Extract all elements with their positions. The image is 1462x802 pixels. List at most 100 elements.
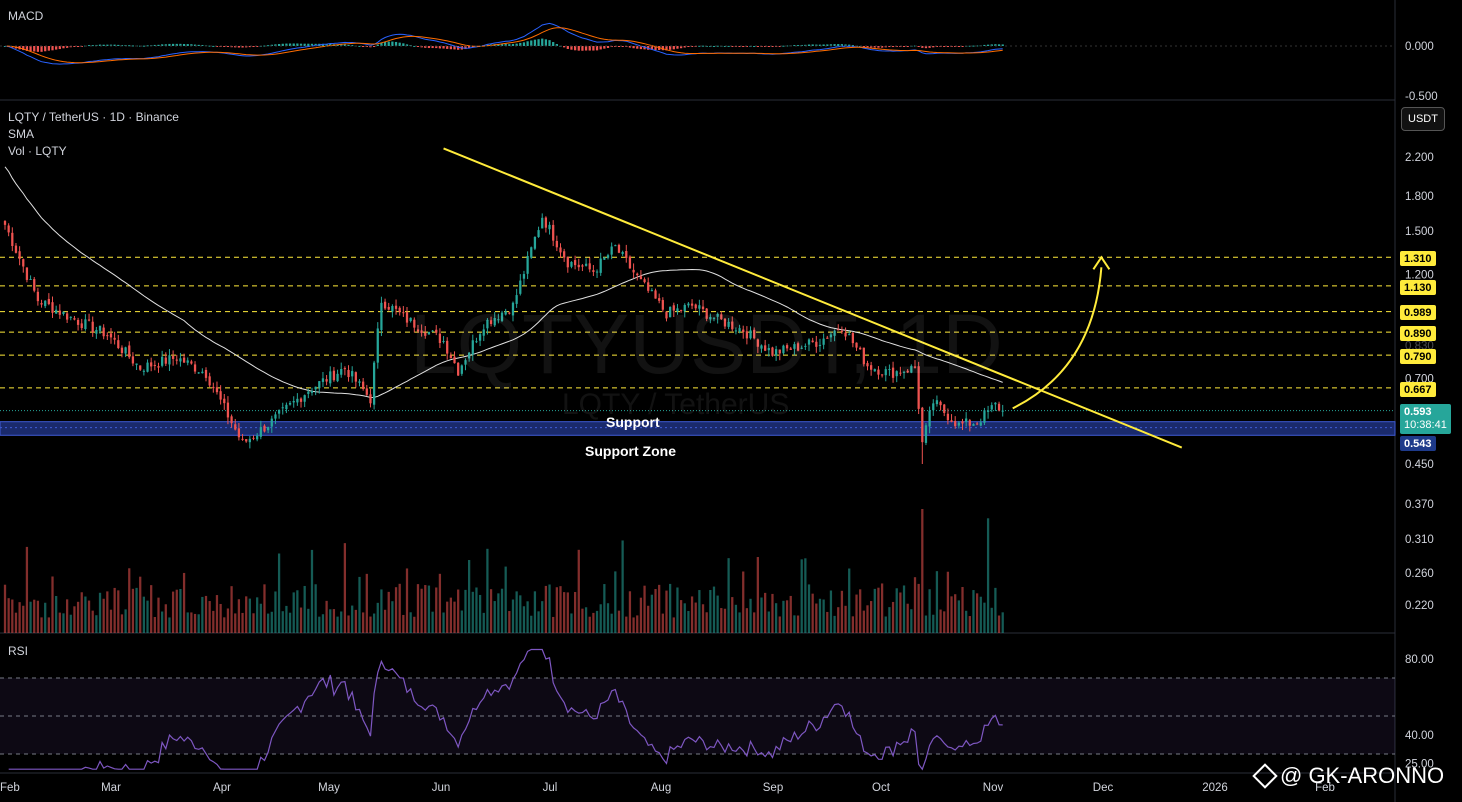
volume-bar: [219, 603, 222, 633]
macd-histogram-bar: [453, 46, 456, 50]
volume-bar: [807, 584, 811, 633]
candle-body: [102, 327, 105, 337]
macd-histogram-bar: [263, 45, 266, 47]
macd-histogram-bar: [577, 46, 580, 51]
volume-label[interactable]: Vol · LQTY: [8, 144, 67, 158]
volume-bar: [442, 612, 445, 633]
volume-bar: [62, 613, 65, 633]
candle-body: [124, 347, 127, 354]
candle-body: [281, 407, 284, 409]
candle-body: [307, 391, 310, 394]
volume-bar: [413, 616, 416, 633]
candle-body: [599, 258, 602, 273]
volume-bar: [581, 608, 584, 633]
volume-bar: [935, 571, 939, 633]
volume-bar: [913, 577, 917, 633]
candle-body: [877, 369, 880, 375]
volume-bar: [880, 583, 884, 633]
volume-bar: [329, 609, 332, 633]
candle-body: [321, 378, 325, 382]
macd-histogram-bar: [442, 46, 445, 49]
macd-histogram-bar: [58, 46, 61, 50]
candle-body: [18, 251, 21, 259]
volume-bar: [36, 600, 40, 633]
volume-bar: [380, 589, 383, 633]
macd-histogram-bar: [997, 44, 1001, 46]
author-handle: @ GK-ARONNO: [1280, 763, 1445, 788]
volume-bar: [628, 591, 632, 633]
volume-bar: [811, 593, 814, 633]
macd-histogram-bar: [351, 45, 354, 47]
volume-bar: [566, 592, 569, 633]
volume-bar: [522, 606, 526, 633]
volume-bar: [994, 587, 997, 633]
volume-bar: [511, 599, 515, 633]
candle-body: [11, 232, 14, 247]
currency-button[interactable]: USDT: [1401, 107, 1445, 131]
candle-body: [179, 358, 182, 362]
macd-histogram-bar: [986, 44, 990, 46]
volume-bar: [844, 605, 847, 633]
sma-label[interactable]: SMA: [8, 127, 35, 141]
macd-histogram-bar: [87, 45, 91, 47]
volume-bar: [457, 589, 460, 633]
volume-bar: [720, 608, 723, 633]
volume-bar: [58, 612, 61, 633]
macd-histogram-bar: [47, 46, 50, 51]
volume-bar: [208, 601, 211, 633]
volume-bars: [3, 509, 1004, 633]
macd-histogram-bar: [500, 43, 504, 46]
macd-histogram-bar: [153, 44, 156, 46]
candle-body: [734, 330, 738, 332]
volume-bar: [727, 558, 730, 633]
volume-bar: [705, 612, 708, 633]
candle-body: [870, 365, 873, 370]
countdown: 10:38:41: [1404, 419, 1447, 431]
time-axis-label-10: Dec: [1093, 782, 1114, 794]
sma-line: [4, 166, 1003, 399]
macd-histogram-bar: [190, 44, 193, 46]
candle-body: [965, 418, 968, 422]
macd-histogram-bar: [848, 44, 851, 46]
macd-histogram-bar: [292, 43, 295, 46]
price-axis-tick-6: 0.370: [1405, 499, 1434, 511]
macd-histogram-bar: [146, 45, 149, 47]
macd-histogram-bar: [303, 43, 306, 46]
volume-bar: [983, 602, 986, 633]
volume-bar: [968, 616, 971, 633]
candle-body: [369, 394, 372, 404]
macd-histogram-bar: [829, 44, 833, 46]
volume-bar: [106, 591, 109, 633]
volume-bar: [986, 518, 990, 633]
pair-title[interactable]: LQTY / TetherUS · 1D · Binance: [8, 110, 179, 124]
candle-body: [449, 355, 452, 359]
candle-body: [387, 306, 390, 310]
macd-histogram-bar: [862, 46, 865, 47]
volume-bar: [632, 617, 635, 633]
candle-body: [354, 372, 357, 382]
candle-body: [946, 413, 950, 421]
macd-histogram-bar: [573, 46, 577, 51]
macd-histogram-bar: [296, 43, 299, 46]
volume-bar: [957, 600, 960, 633]
candle-body: [84, 319, 87, 329]
candle-body: [91, 321, 94, 333]
candle-body: [661, 300, 664, 310]
projection-arrowhead: [1092, 255, 1111, 270]
macd-histogram-bar: [698, 45, 701, 47]
volume-bar: [800, 559, 803, 633]
volume-bar: [837, 607, 840, 633]
candle-body: [1001, 410, 1004, 412]
volume-bar: [891, 601, 895, 633]
volume-bar: [921, 509, 924, 633]
macd-histogram-bar: [179, 43, 182, 46]
volume-bar: [256, 597, 259, 633]
macd-histogram-bar: [40, 46, 43, 52]
candle-body: [840, 330, 844, 332]
volume-bar: [51, 576, 54, 633]
volume-bar: [731, 597, 734, 633]
volume-bar: [723, 608, 727, 633]
candle-body: [924, 425, 928, 443]
candle-body: [409, 317, 412, 322]
